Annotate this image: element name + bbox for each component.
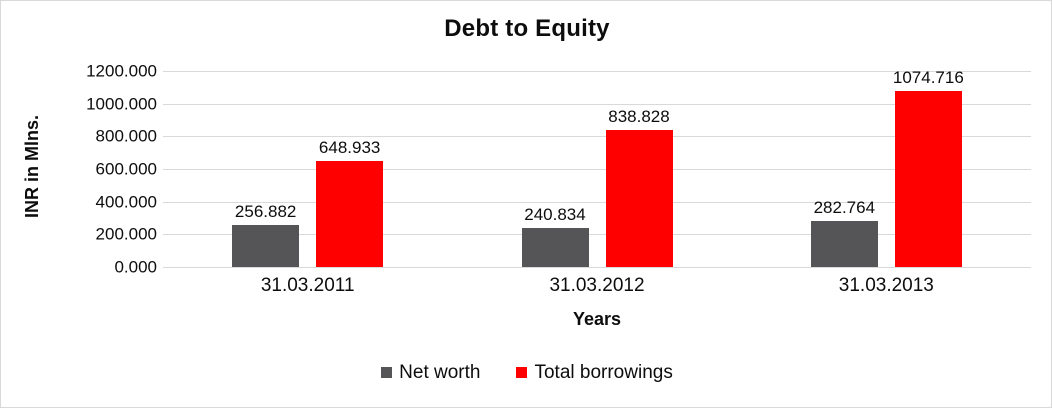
y-axis-tick-label: 400.000 — [95, 192, 157, 212]
bar-net-worth[interactable] — [810, 220, 878, 267]
bar-total-borrowings[interactable] — [316, 161, 384, 267]
y-axis-tick-label: 1000.000 — [86, 94, 157, 114]
legend-label: Net worth — [399, 362, 481, 383]
x-axis-category-label: 31.03.2012 — [549, 275, 645, 296]
bar-data-label: 648.933 — [318, 138, 381, 157]
y-axis-title: INR in Mlns. — [19, 61, 45, 271]
legend-item[interactable]: Net worth — [381, 363, 480, 382]
y-axis-tick-label: 800.000 — [95, 126, 157, 146]
chart-legend: Net worth Total borrowings — [1, 362, 1051, 383]
chart-title: Debt to Equity — [444, 15, 610, 42]
bar-total-borrowings[interactable] — [605, 130, 673, 267]
x-axis-category-label: 31.03.2013 — [838, 275, 934, 296]
bar-net-worth[interactable] — [232, 225, 300, 267]
gridline — [163, 71, 1031, 72]
gridline — [163, 136, 1031, 138]
legend-swatch-icon — [381, 367, 393, 378]
bar-data-label: 1074.716 — [892, 68, 964, 88]
y-axis-tick-label: 200.000 — [95, 224, 157, 244]
bar-data-label: 282.764 — [813, 197, 876, 217]
gridline — [163, 103, 1031, 105]
bar-total-borrowings[interactable] — [894, 91, 962, 267]
gridline — [163, 267, 1031, 268]
plot-area: 256.882 648.933 240.834 838.828 282.764 1074.… — [163, 68, 1031, 268]
bar-net-worth[interactable] — [521, 227, 589, 267]
legend-label: Total borrowings — [534, 362, 673, 383]
gridline — [163, 201, 1031, 203]
x-axis-title: Years — [572, 309, 622, 329]
bar-data-label: 240.834 — [524, 204, 586, 224]
y-axis-tick-label: 600.000 — [95, 159, 157, 179]
y-axis-tick-labels: 0.000 200.000 400.000 600.000 800.000 1000.00… — [45, 63, 157, 276]
bar-data-label: 838.828 — [608, 106, 670, 126]
x-axis-category-label: 31.03.2011 — [260, 275, 355, 296]
bar-data-label: 256.882 — [234, 202, 297, 222]
legend-swatch-icon — [516, 367, 528, 378]
gridline — [163, 169, 1031, 170]
x-axis-category-labels: 31.03.2011 31.03.2012 31.03.2013 — [163, 275, 1031, 301]
y-axis-tick-label: 1200.000 — [86, 61, 157, 81]
gridline — [163, 234, 1031, 236]
y-axis-title-text: INR in Mlns. — [21, 114, 42, 218]
y-axis-tick-label: 0.000 — [114, 257, 157, 277]
legend-item[interactable]: Total borrowings — [516, 362, 673, 383]
